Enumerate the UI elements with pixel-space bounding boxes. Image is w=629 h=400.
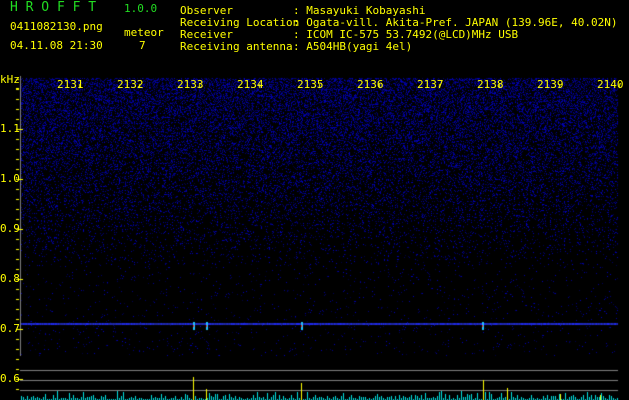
time-tick-label: 2137 (417, 78, 444, 91)
y-tick-label: 1.1 (0, 122, 20, 135)
time-tick-label: 2133 (177, 78, 204, 91)
y-tick-label: 0.9 (0, 222, 20, 235)
time-tick-label: 2138 (477, 78, 504, 91)
info-label: Receiver (180, 28, 233, 41)
info-label: Observer (180, 4, 233, 17)
time-tick-label: 2139 (537, 78, 564, 91)
y-tick-label: 0.7 (0, 322, 20, 335)
file-datetime: 04.11.08 21:30 (10, 39, 103, 52)
time-tick-label: 2135 (297, 78, 324, 91)
time-tick-label: 2132 (117, 78, 144, 91)
meteor-label: meteor (124, 26, 164, 39)
app-version: 1.0.0 (124, 2, 158, 15)
time-tick-label: 2136 (357, 78, 384, 91)
info-label: Receiving Location (180, 16, 300, 29)
y-tick-label: 0.8 (0, 272, 20, 285)
info-value: : Ogata-vill. Akita-Pref. JAPAN (139.96E… (293, 16, 618, 29)
time-tick-label: 2140 (597, 78, 624, 91)
time-tick-label: 2134 (237, 78, 264, 91)
file-name: 0411082130.png (10, 20, 103, 33)
y-tick-label: 1.0 (0, 172, 20, 185)
info-label: Receiving antenna (180, 40, 293, 53)
app-logo: H R O F F T (10, 0, 97, 15)
info-value: : A504HB(yagi 4el) (293, 40, 413, 53)
y-unit-label: kHz (0, 73, 20, 86)
meteor-count: 7 (139, 39, 146, 52)
info-value: : Masayuki Kobayashi (293, 4, 426, 17)
info-value: : ICOM IC-575 53.7492(@LCD)MHz USB (293, 28, 519, 41)
y-tick-label: 0.6 (0, 372, 20, 385)
time-tick-label: 2131 (57, 78, 84, 91)
